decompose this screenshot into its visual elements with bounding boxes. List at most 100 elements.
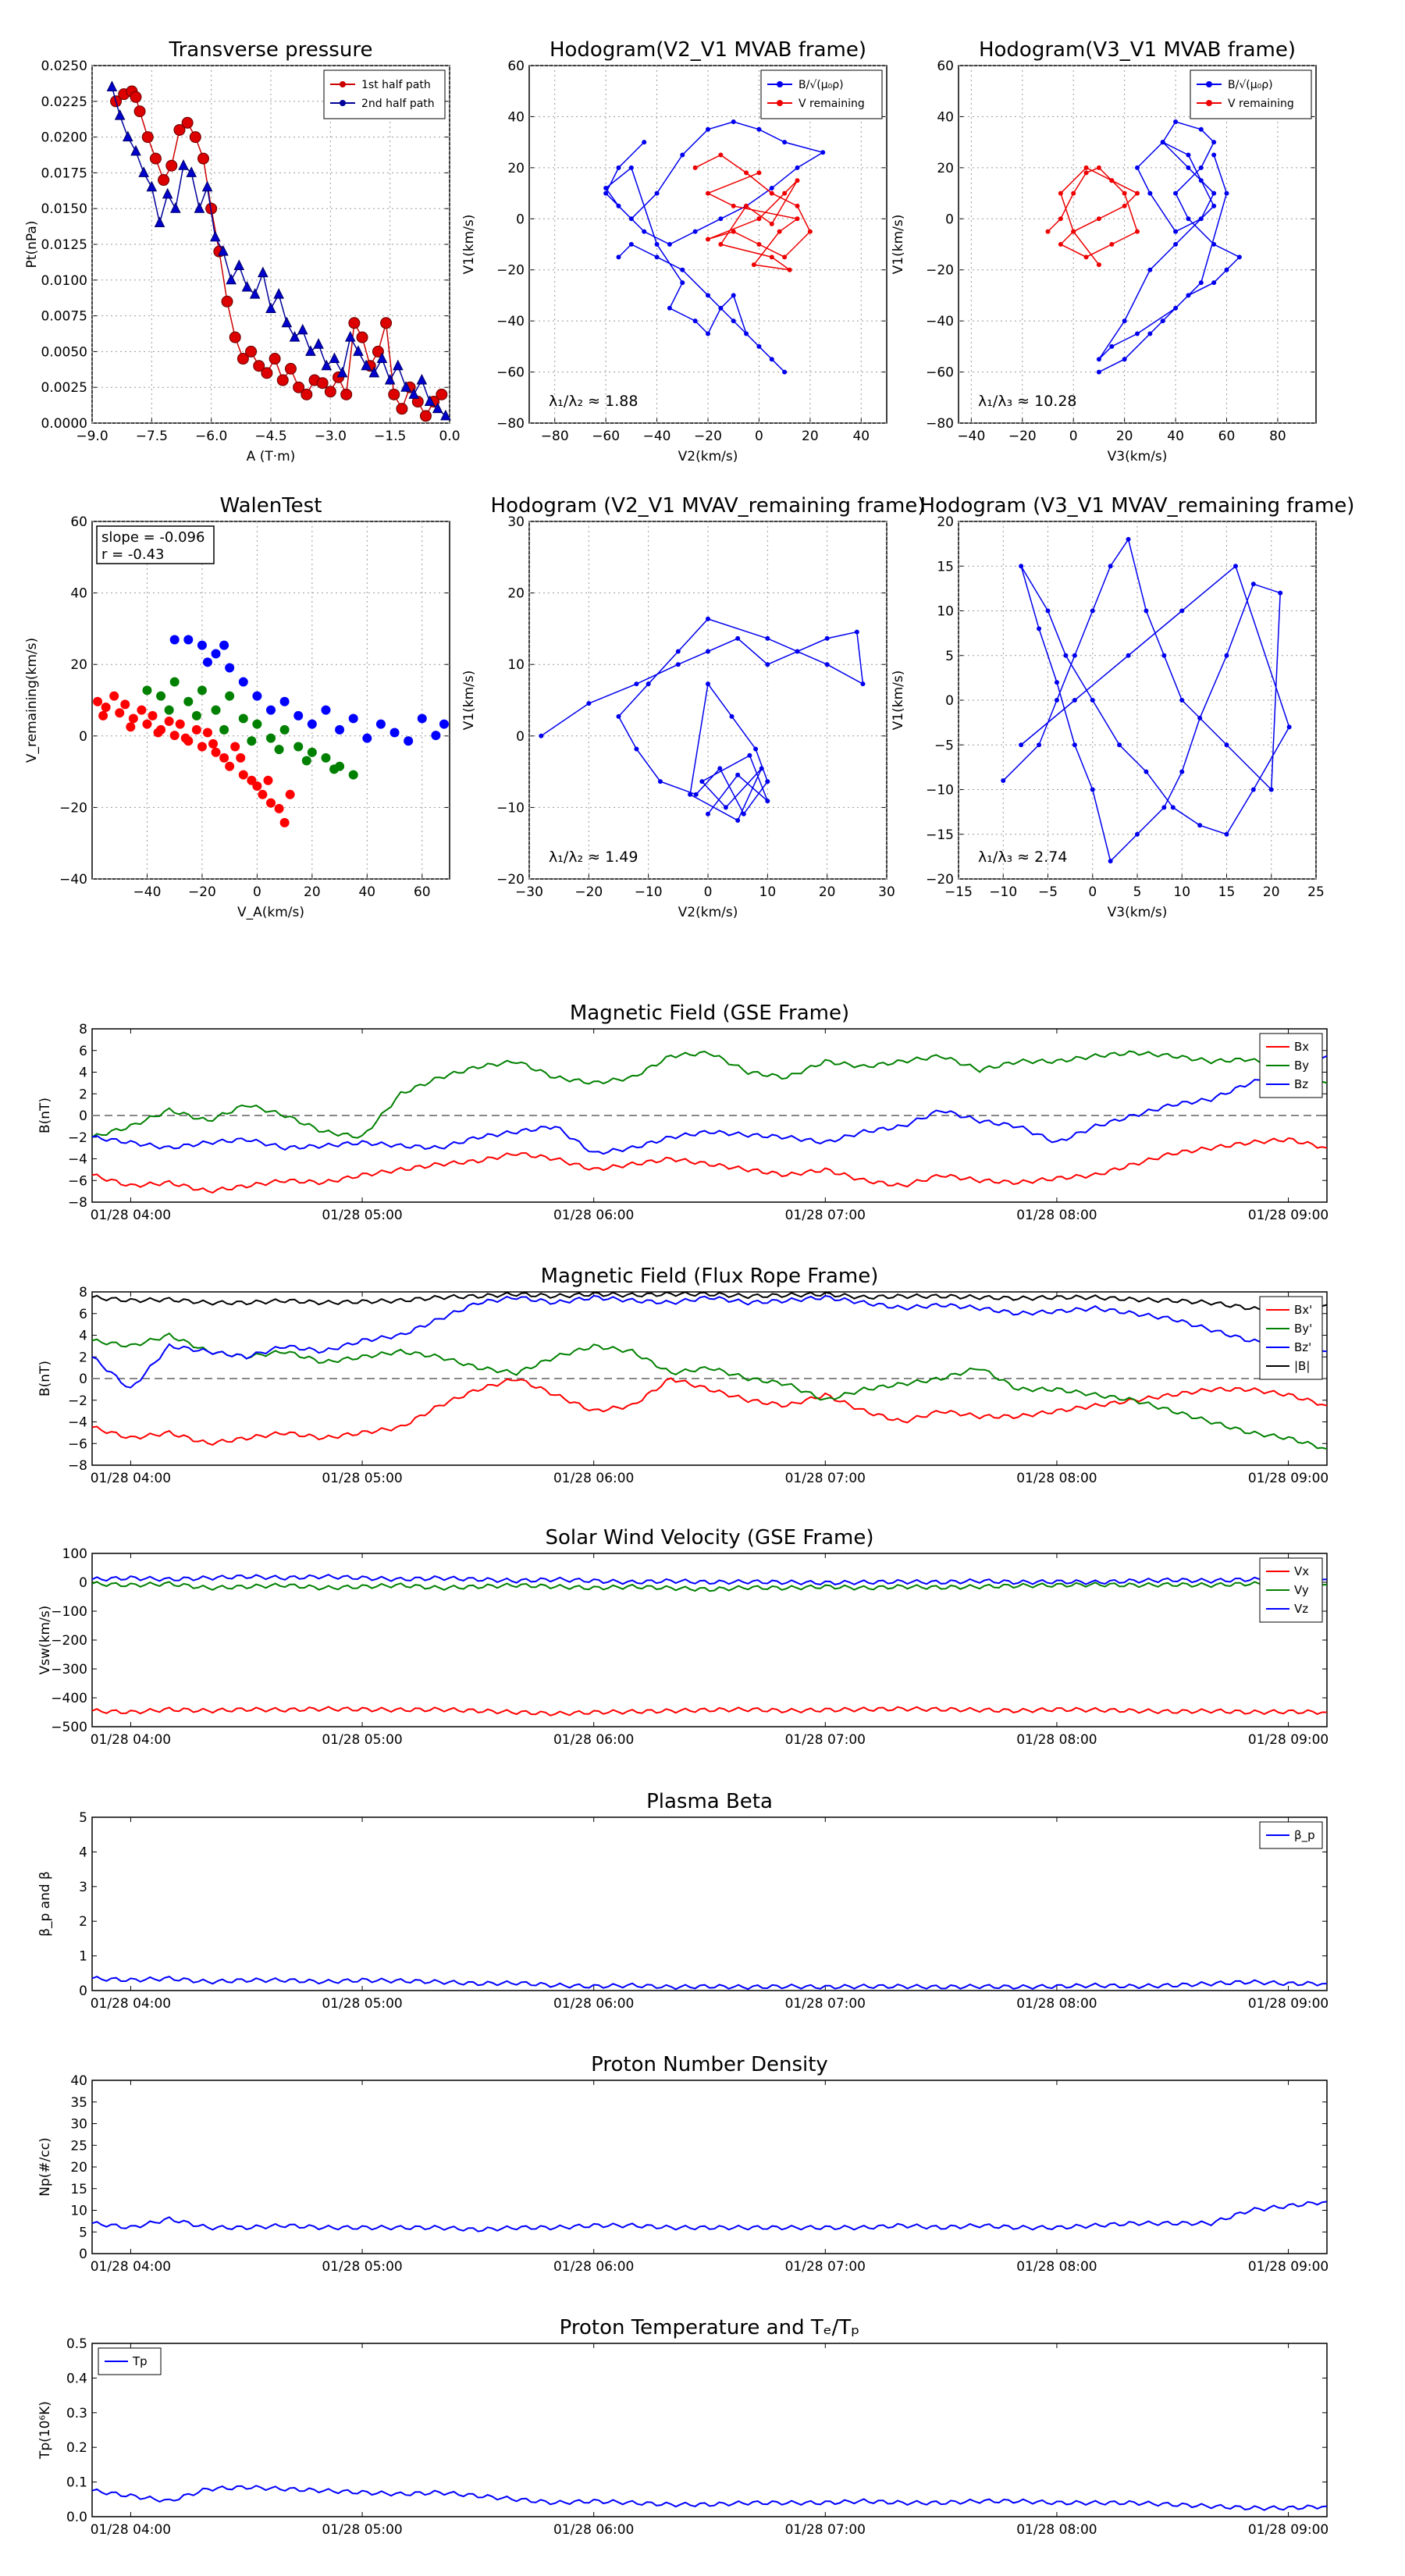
y-tick-label: 20 [70,2160,87,2176]
data-point [266,798,276,808]
data-point [1173,305,1179,311]
y-tick-label: −20 [59,800,87,816]
data-point [1186,165,1191,170]
data-point [1037,742,1042,748]
data-point [1224,267,1229,272]
x-tick-label: 60 [1218,429,1236,444]
data-point [1198,178,1204,183]
data-point [747,753,752,758]
legend-marker [1206,100,1212,106]
data-point [1071,229,1076,234]
data-point [1072,742,1077,748]
data-point [219,724,229,735]
x-tick-label: 01/28 07:00 [785,1208,866,1223]
y-tick-label: 40 [507,109,525,125]
x-tick-label: −40 [133,884,162,900]
data-point [777,229,782,234]
data-point [1096,369,1101,375]
y-tick-label: 0 [79,1372,87,1387]
data-point [191,724,201,735]
plot-frame [91,2343,1328,2517]
x-tick-label: 20 [304,884,321,900]
data-point [854,629,859,635]
legend-marker [340,100,346,106]
legend-label: B/√(μ₀ρ) [1228,79,1273,91]
y-tick-label: 0.0075 [41,309,87,325]
y-axis-label: B(nT) [37,1361,53,1397]
data-point [1019,564,1024,569]
data-point [642,140,647,145]
data-point [263,775,273,785]
legend-label: Vx [1294,1564,1309,1578]
y-tick-label: 25 [70,2138,87,2154]
x-tick-label: 01/28 05:00 [322,1996,402,2012]
series-line [91,1706,1327,1717]
legend-box [760,69,883,119]
data-point [693,792,699,797]
data-point [782,140,788,145]
data-point [156,691,166,701]
y-axis-label: V1(km/s) [891,671,906,731]
x-axis-label: V3(km/s) [1108,905,1168,920]
chart-magnetic-field-flux-rope: Magnetic Field (Flux Rope Frame) −8 −6 −4 −2… [37,1265,1329,1486]
data-point [667,305,672,311]
x-tick-label: 01/28 07:00 [785,1732,866,1748]
data-point [417,713,427,724]
x-tick-label: 01/28 05:00 [322,1471,402,1486]
data-point [741,811,746,817]
data-point [642,229,647,234]
y-tick-label: −100 [51,1604,87,1620]
data-point [807,229,813,234]
data-point [274,803,284,813]
data-point [274,745,284,755]
y-tick-label: −60 [496,365,525,381]
y-tick-label: 35 [70,2095,87,2111]
legend-label: 1st half path [361,79,431,91]
chart-plasma-beta: Plasma Beta 0 1 2 3 4 5 β_p and β 01/28 04:00 01/… [37,1790,1329,2012]
x-tick-label: −40 [643,429,671,444]
data-point [782,254,788,260]
data-point [654,242,660,247]
data-point [301,756,311,766]
y-tick-label: 0.1 [66,2475,87,2491]
y-axis-label: V_remaining(km/s) [24,638,40,763]
data-point [723,805,728,810]
data-point [142,685,152,696]
chart-annotation: λ₁/λ₃ ≈ 2.74 [978,849,1067,866]
data-point [699,779,705,785]
data-point [348,317,361,329]
data-point [197,742,207,752]
x-tick-label: 0 [755,429,763,444]
data-point [183,635,194,645]
data-point [305,345,316,356]
data-point [1144,608,1149,614]
y-tick-label: −10 [496,800,525,816]
x-tick-label: 20 [802,429,819,444]
x-tick-label: 01/28 07:00 [785,2259,866,2275]
x-tick-label: 0 [704,884,713,900]
y-tick-label: −5 [934,738,954,753]
x-tick-label: 01/28 07:00 [785,1996,866,2012]
y-tick-label: 0.0200 [41,130,87,146]
x-tick-label: −20 [574,884,603,900]
data-point [1058,242,1063,247]
data-point [229,331,241,343]
x-tick-label: 01/28 09:00 [1248,2522,1329,2538]
data-point [680,280,685,286]
x-tick-label: −20 [694,429,722,444]
y-tick-label: 40 [937,109,954,125]
data-point [180,733,190,743]
data-point [718,152,724,158]
chart-title: Hodogram(V2_V1 MVAB frame) [550,38,866,62]
x-tick-label: −9.0 [76,429,108,444]
chart-title: Hodogram (V3_V1 MVAV_remaining frame) [920,494,1355,518]
data-point [646,681,651,687]
data-point [247,736,257,746]
data-point [1224,742,1229,748]
chart-walen-test: WalenTest −40 −20 0 20 40 60 V_remaining(km/s) −… [24,494,450,920]
data-point [667,242,672,247]
x-tick-label: 01/28 06:00 [553,1471,634,1486]
data-point [654,254,660,260]
data-point [1122,190,1127,196]
x-tick-label: 0.0 [439,429,460,444]
